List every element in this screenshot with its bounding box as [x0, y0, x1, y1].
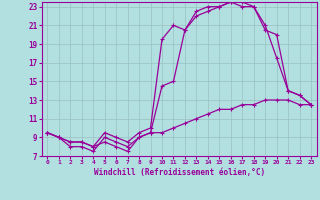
- X-axis label: Windchill (Refroidissement éolien,°C): Windchill (Refroidissement éolien,°C): [94, 168, 265, 177]
